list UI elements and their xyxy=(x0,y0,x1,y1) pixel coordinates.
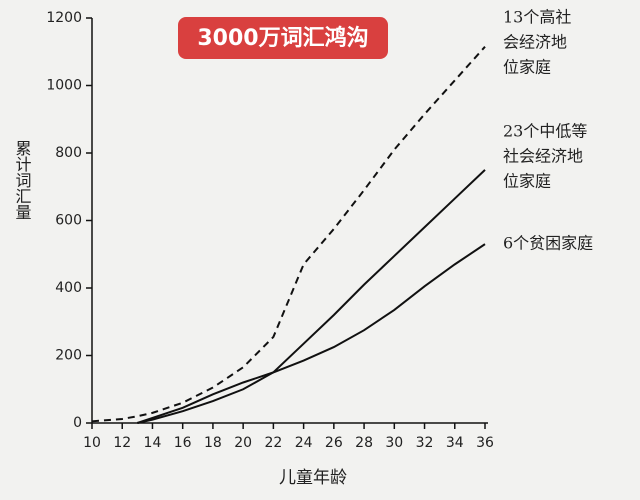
x-tick-label: 10 xyxy=(83,435,101,451)
y-axis-label: 累计词汇量 xyxy=(13,140,32,220)
series-label: 会经济地 xyxy=(503,33,567,52)
chart-title: 3000万词汇鸿沟 xyxy=(197,25,368,51)
x-tick-label: 24 xyxy=(295,435,313,451)
x-tick-label: 28 xyxy=(355,435,373,451)
series-label: 13个高社 xyxy=(503,8,571,27)
y-tick-label: 1000 xyxy=(46,78,82,94)
x-tick-label: 20 xyxy=(234,435,252,451)
x-tick-label: 22 xyxy=(264,435,282,451)
series-label: 23个中低等 xyxy=(503,121,587,140)
y-tick-label: 400 xyxy=(55,280,82,296)
y-tick-label: 0 xyxy=(73,415,82,431)
y-tick-label: 800 xyxy=(55,145,82,161)
x-tick-label: 34 xyxy=(446,435,464,451)
x-tick-label: 16 xyxy=(174,435,192,451)
x-tick-label: 32 xyxy=(416,435,434,451)
y-tick-label: 600 xyxy=(55,213,82,229)
series-label: 位家庭 xyxy=(503,58,551,77)
x-tick-label: 30 xyxy=(385,435,403,451)
x-tick-label: 18 xyxy=(204,435,222,451)
x-tick-label: 14 xyxy=(144,435,162,451)
series-line xyxy=(137,169,486,424)
title-box xyxy=(178,17,388,59)
y-tick-label: 200 xyxy=(55,348,82,364)
y-tick-label: 1200 xyxy=(46,10,82,26)
x-axis-label: 儿童年龄 xyxy=(279,468,347,488)
x-tick-label: 36 xyxy=(476,435,494,451)
series-label: 社会经济地 xyxy=(503,146,583,165)
x-tick-label: 12 xyxy=(113,435,131,451)
x-tick-label: 26 xyxy=(325,435,343,451)
series-line xyxy=(91,46,486,423)
series-line xyxy=(137,243,486,424)
series-label: 位家庭 xyxy=(503,171,551,190)
series-label: 6个贫困家庭 xyxy=(503,234,593,253)
